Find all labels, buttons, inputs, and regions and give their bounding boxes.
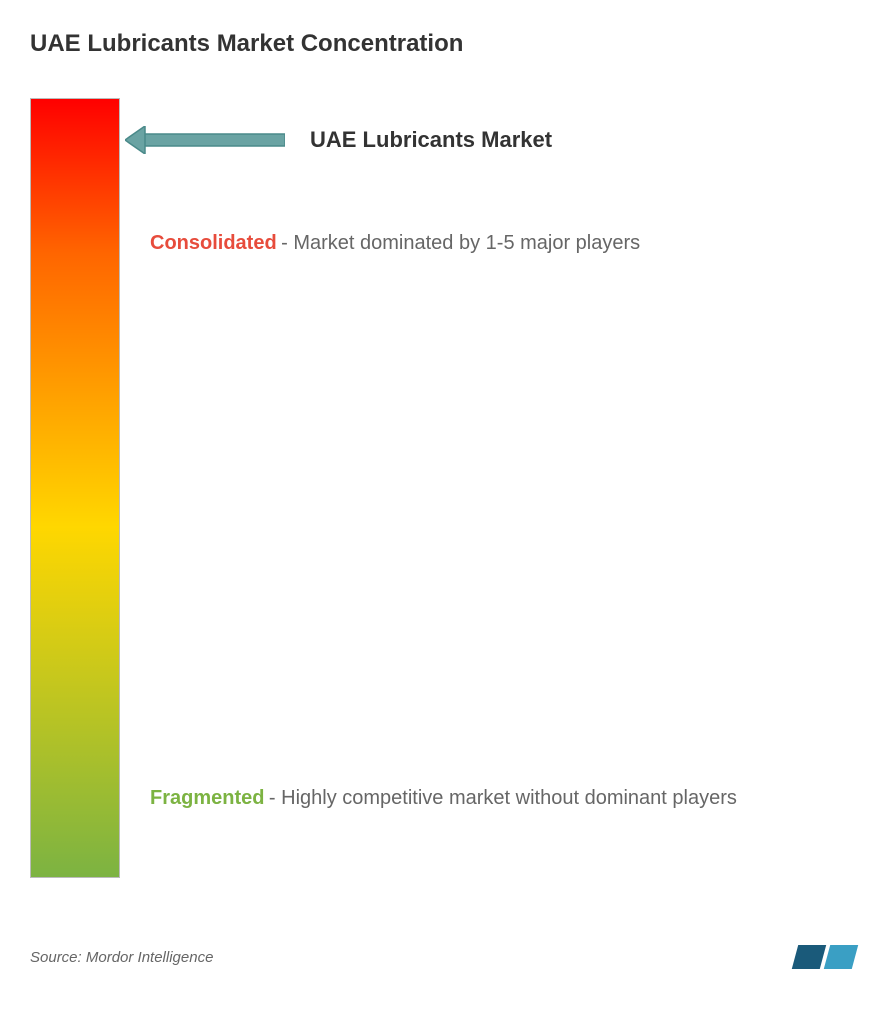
chart-title: UAE Lubricants Market Concentration — [30, 30, 855, 58]
logo-box-2 — [824, 945, 858, 969]
fragmented-section: Fragmented - Highly competitive market w… — [150, 778, 845, 818]
fragmented-label: Fragmented — [150, 787, 264, 809]
logo-box-1 — [792, 945, 826, 969]
concentration-gradient-bar — [30, 98, 120, 878]
market-indicator-section: UAE Lubricants Market — [120, 126, 552, 154]
consolidated-description: - Market dominated by 1-5 major players — [281, 232, 640, 254]
consolidated-label: Consolidated — [150, 232, 277, 254]
source-attribution: Source: Mordor Intelligence — [30, 949, 213, 966]
market-label: UAE Lubricants Market — [310, 127, 552, 153]
arrow-icon — [125, 126, 285, 154]
content-area: UAE Lubricants Market Consolidated - Mar… — [30, 98, 855, 878]
footer: Source: Mordor Intelligence — [30, 945, 855, 969]
fragmented-description: - Highly competitive market without domi… — [269, 787, 737, 809]
consolidated-section: Consolidated - Market dominated by 1-5 m… — [150, 223, 845, 263]
text-content-area: UAE Lubricants Market Consolidated - Mar… — [120, 98, 855, 878]
brand-logo-icon — [795, 945, 855, 969]
